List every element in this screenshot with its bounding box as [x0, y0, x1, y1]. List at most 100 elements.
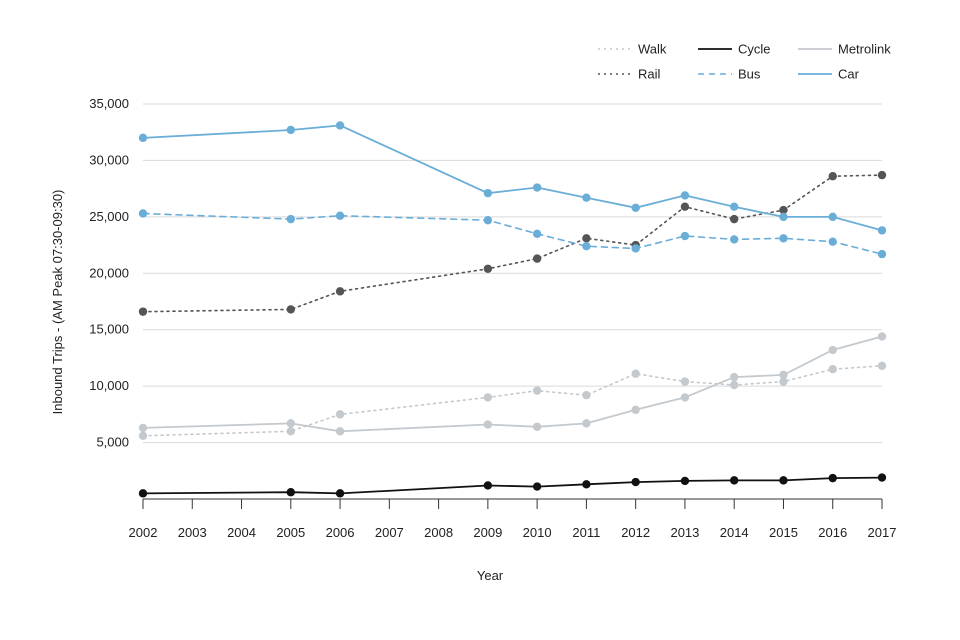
x-tick-label: 2007	[375, 525, 404, 540]
series-line-cycle	[142, 476, 883, 495]
point-bus	[286, 214, 295, 224]
point-car	[286, 125, 295, 135]
x-tick-label: 2005	[276, 525, 305, 540]
point-walk	[582, 390, 591, 400]
point-bus	[582, 242, 591, 251]
legend-label-rail: Rail	[638, 67, 661, 82]
point-walk	[680, 377, 690, 386]
y-tick-label: 30,000	[89, 152, 129, 167]
point-metrolink	[582, 419, 591, 428]
legend: Walk Cycle Metrolink Rail Bus Car	[598, 42, 891, 82]
x-tick-label: 2017	[868, 525, 897, 540]
point-car	[631, 203, 640, 213]
point-walk	[335, 410, 345, 419]
point-car	[582, 193, 591, 202]
point-cycle	[138, 489, 148, 498]
x-tick-label: 2002	[129, 525, 158, 540]
x-tick-label: 2016	[818, 525, 847, 540]
point-car	[335, 121, 345, 130]
series-line-rail	[142, 174, 883, 313]
point-cycle	[779, 476, 788, 485]
legend-label-walk: Walk	[638, 42, 667, 57]
point-metrolink	[483, 420, 493, 429]
point-metrolink	[680, 393, 690, 402]
point-bus	[779, 234, 788, 243]
point-walk	[779, 377, 788, 386]
point-rail	[680, 202, 690, 211]
point-bus	[631, 244, 640, 253]
point-rail	[779, 205, 788, 215]
point-car	[138, 133, 148, 143]
point-cycle	[335, 489, 345, 498]
point-car	[779, 212, 788, 222]
x-tick-label: 2003	[178, 525, 207, 540]
point-bus	[828, 237, 837, 246]
series-lines	[142, 124, 883, 495]
axes: 5,000 10,000 15,000 20,000 25,000 30,000 35,00…	[89, 96, 896, 540]
point-rail	[138, 307, 148, 316]
legend-label-bus: Bus	[738, 67, 761, 82]
point-rail	[582, 234, 591, 243]
point-rail	[730, 214, 739, 224]
point-cycle	[483, 481, 493, 490]
x-axis-title: Year	[477, 568, 504, 583]
x-tick-label: 2015	[769, 525, 798, 540]
point-metrolink	[335, 427, 345, 436]
point-rail	[286, 305, 295, 314]
point-cycle	[828, 473, 837, 483]
series-line-metrolink	[142, 335, 883, 433]
point-walk	[483, 393, 493, 402]
point-walk	[532, 386, 542, 395]
point-car	[532, 183, 542, 192]
point-cycle	[631, 477, 640, 487]
point-walk	[877, 361, 887, 371]
point-car	[828, 212, 837, 222]
x-tick-label: 2004	[227, 525, 256, 540]
point-cycle	[680, 476, 690, 486]
x-tick-label: 2009	[473, 525, 502, 540]
point-walk	[138, 431, 148, 440]
point-car	[680, 191, 690, 200]
legend-label-metrolink: Metrolink	[838, 42, 891, 57]
x-tick-label: 2013	[670, 525, 699, 540]
point-metrolink	[828, 345, 837, 355]
series-line-bus	[142, 212, 883, 255]
x-tick-label: 2010	[523, 525, 552, 540]
point-bus	[730, 235, 739, 244]
grid-lines	[143, 103, 882, 444]
x-tick-label: 2006	[326, 525, 355, 540]
series-line-car	[142, 124, 883, 232]
point-bus	[877, 249, 887, 259]
y-tick-label: 35,000	[89, 96, 129, 111]
point-rail	[483, 264, 493, 273]
point-rail	[335, 287, 345, 296]
point-walk	[828, 365, 837, 374]
point-bus	[483, 216, 493, 225]
legend-label-cycle: Cycle	[738, 42, 771, 57]
legend-label-car: Car	[838, 67, 860, 82]
point-car	[877, 226, 887, 235]
x-tick-label: 2011	[572, 525, 600, 540]
point-metrolink	[730, 372, 739, 382]
point-cycle	[730, 476, 739, 485]
x-tick-label: 2008	[424, 525, 453, 540]
point-metrolink	[532, 422, 542, 431]
point-rail	[532, 254, 542, 263]
point-bus	[138, 209, 148, 218]
point-car	[730, 202, 739, 211]
point-metrolink	[779, 370, 788, 380]
x-tick-label: 2014	[720, 525, 749, 540]
point-cycle	[877, 473, 887, 482]
x-tick-label: 2012	[621, 525, 650, 540]
series-markers	[138, 121, 887, 498]
point-rail	[828, 172, 837, 181]
point-walk	[730, 380, 739, 390]
y-tick-label: 15,000	[89, 322, 129, 337]
point-metrolink	[877, 332, 887, 341]
point-bus	[335, 211, 345, 220]
point-cycle	[582, 480, 591, 489]
series-line-walk	[142, 365, 883, 437]
y-axis-title: Inbound Trips - (AM Peak 07:30-09:30)	[50, 190, 65, 415]
